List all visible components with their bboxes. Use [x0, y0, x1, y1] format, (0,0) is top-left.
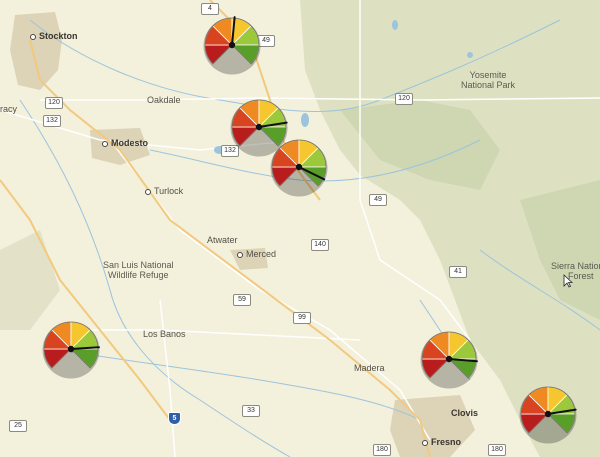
gauge-hub — [255, 123, 263, 131]
gauge-hub — [445, 355, 453, 363]
gauge-hub — [228, 41, 236, 49]
gauge-4[interactable] — [41, 319, 101, 379]
place-racy: racy — [0, 104, 18, 114]
gauge-needle — [448, 358, 478, 363]
highway-shield-120: 120 — [45, 97, 63, 109]
highway-shield-4: 4 — [201, 3, 219, 15]
place-madera: Madera — [354, 363, 385, 373]
gauge-dial-icon — [519, 386, 577, 444]
gauge-dial-icon — [42, 321, 100, 379]
gauge-dial-icon — [203, 16, 261, 75]
gauge-rim — [204, 17, 260, 65]
highway-shield-49-south: 49 — [369, 194, 387, 206]
highway-shield-49: 49 — [257, 35, 275, 47]
place-yosemite: Yosemite National Park — [461, 70, 516, 90]
gauge-dial-icon — [420, 331, 478, 389]
place-atwater: Atwater — [207, 235, 238, 245]
gauge-dial-icon — [270, 139, 328, 197]
gauge-needle — [231, 16, 236, 46]
gauge-rim — [43, 321, 99, 369]
stockton-urban — [10, 12, 62, 90]
gauge-needle — [258, 121, 288, 128]
highway-shield-132-east: 132 — [221, 145, 239, 157]
place-modesto: Modesto — [102, 138, 148, 148]
gauge-rim — [520, 386, 576, 434]
highway-shield-132: 132 — [43, 115, 61, 127]
place-oakdale: Oakdale — [147, 95, 181, 105]
gauge-needle — [298, 166, 326, 181]
gauge-dial-icon — [230, 99, 288, 157]
lakes — [214, 20, 473, 154]
highway-shield-41: 41 — [449, 266, 467, 278]
sierra-forest-area — [520, 180, 600, 320]
place-fresno: Fresno — [422, 437, 461, 447]
city-dot-icon — [30, 33, 36, 40]
highway-shield-33: 33 — [242, 405, 260, 417]
rivers — [19, 19, 600, 457]
city-dot-icon — [102, 140, 108, 147]
gauge-rim — [421, 331, 477, 379]
place-sierra-forest: Sierra NationalForest — [551, 261, 600, 281]
city-dot-icon — [422, 439, 428, 446]
gauge-1[interactable] — [202, 15, 262, 75]
city-dot-icon — [145, 188, 151, 195]
place-san-luis-refuge: San Luis National Wildlife Refuge — [103, 260, 174, 280]
gauge-2[interactable] — [229, 97, 289, 157]
highway-shield-59: 59 — [233, 294, 251, 306]
place-los-banos: Los Banos — [143, 329, 186, 339]
highway-shield-25: 25 — [9, 420, 27, 432]
gauge-3[interactable] — [269, 137, 329, 197]
highway-shield-180-east: 180 — [488, 444, 506, 456]
gauge-rim — [231, 99, 287, 147]
place-turlock: Turlock — [145, 186, 183, 196]
gauge-6[interactable] — [518, 384, 578, 444]
gauge-hub — [67, 345, 75, 353]
gauge-needle — [547, 408, 577, 415]
gauge-hub — [544, 410, 552, 418]
place-merced: Merced — [237, 249, 276, 259]
gauge-rim — [271, 139, 327, 187]
highway-shield-180: 180 — [373, 444, 391, 456]
yosemite-park-area — [340, 100, 500, 190]
gauge-needle — [70, 346, 100, 350]
coast-range — [0, 230, 60, 330]
place-clovis: Clovis — [451, 408, 479, 418]
place-stockton: Stockton — [30, 31, 78, 41]
highway-shield-120-east: 120 — [395, 93, 413, 105]
mouse-cursor-icon — [563, 274, 573, 288]
city-dot-icon — [237, 251, 243, 258]
gauge-5[interactable] — [419, 329, 479, 389]
highway-shield-99: 99 — [293, 312, 311, 324]
gauge-hub — [295, 163, 303, 171]
highway-shield-140: 140 — [311, 239, 329, 251]
interstate-5-shield-icon: 5 — [168, 412, 181, 425]
